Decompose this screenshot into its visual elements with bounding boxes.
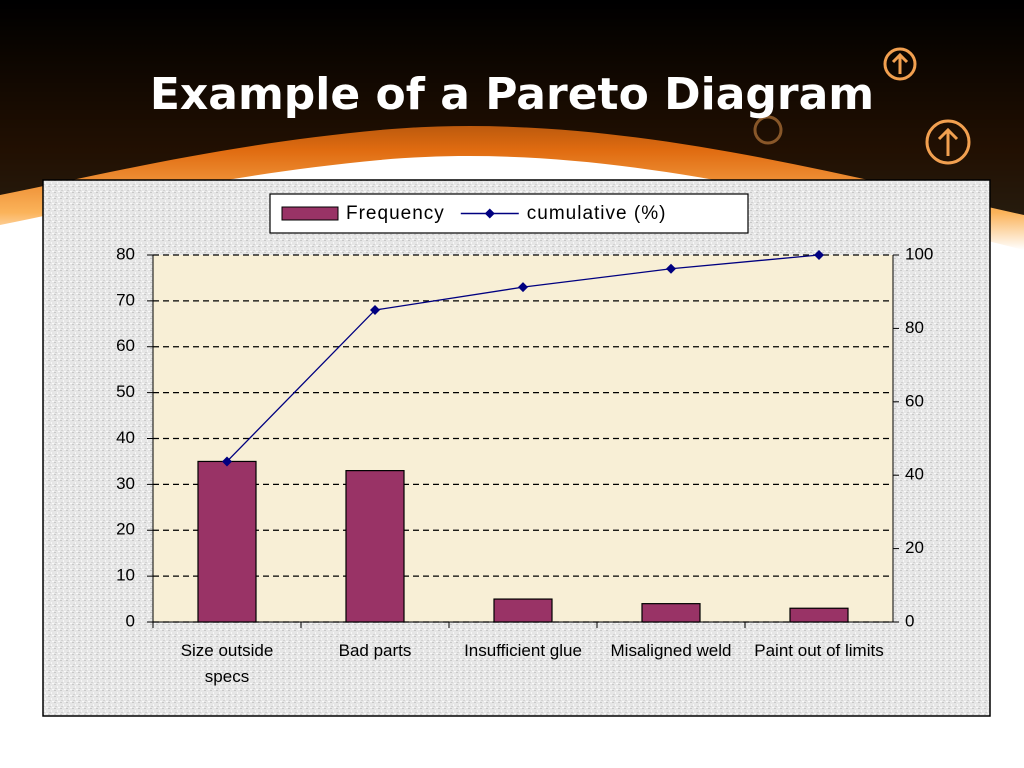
legend-label: Frequency <box>346 203 445 224</box>
y2-tick-label: 40 <box>905 465 924 484</box>
y-tick-label: 20 <box>116 520 135 539</box>
y2-tick-label: 60 <box>905 391 924 410</box>
bar <box>789 607 849 623</box>
legend-marker <box>484 208 495 219</box>
legend-label: cumulative (%) <box>527 203 667 224</box>
marker <box>370 305 380 316</box>
y-tick-label: 70 <box>116 290 135 309</box>
y2-tick-label: 0 <box>905 611 914 630</box>
banner <box>0 0 1024 215</box>
y-tick-label: 60 <box>116 336 135 355</box>
x-tick-label: Bad parts <box>338 641 412 660</box>
x-tick-label: Misaligned weld <box>610 641 732 660</box>
y-tick-label: 10 <box>116 566 135 585</box>
bar <box>493 598 553 623</box>
marker <box>222 456 232 467</box>
y-tick-label: 40 <box>116 428 135 447</box>
icons <box>753 47 971 165</box>
y2-tick-label: 80 <box>905 318 924 337</box>
bar <box>345 470 405 623</box>
marker <box>666 263 676 274</box>
legend: Frequency cumulative (%) <box>269 193 749 234</box>
x-tick-label: Size outside specs <box>180 641 274 686</box>
x-tick-label: Insufficient glue <box>464 641 582 660</box>
x-tick-label: Paint out of limits <box>754 641 884 660</box>
slide-title: Example of a Pareto Diagram <box>150 69 874 120</box>
y-tick-label: 80 <box>116 244 135 263</box>
y-tick-label: 30 <box>116 474 135 493</box>
legend-swatch <box>281 206 339 221</box>
bar <box>197 460 257 623</box>
y2-tick-label: 100 <box>905 244 933 263</box>
marker <box>518 282 528 293</box>
marker <box>814 250 824 260</box>
bar <box>641 603 701 623</box>
y2-tick-label: 20 <box>905 538 924 557</box>
y-tick-label: 50 <box>116 382 135 401</box>
y-tick-label: 0 <box>126 611 135 630</box>
